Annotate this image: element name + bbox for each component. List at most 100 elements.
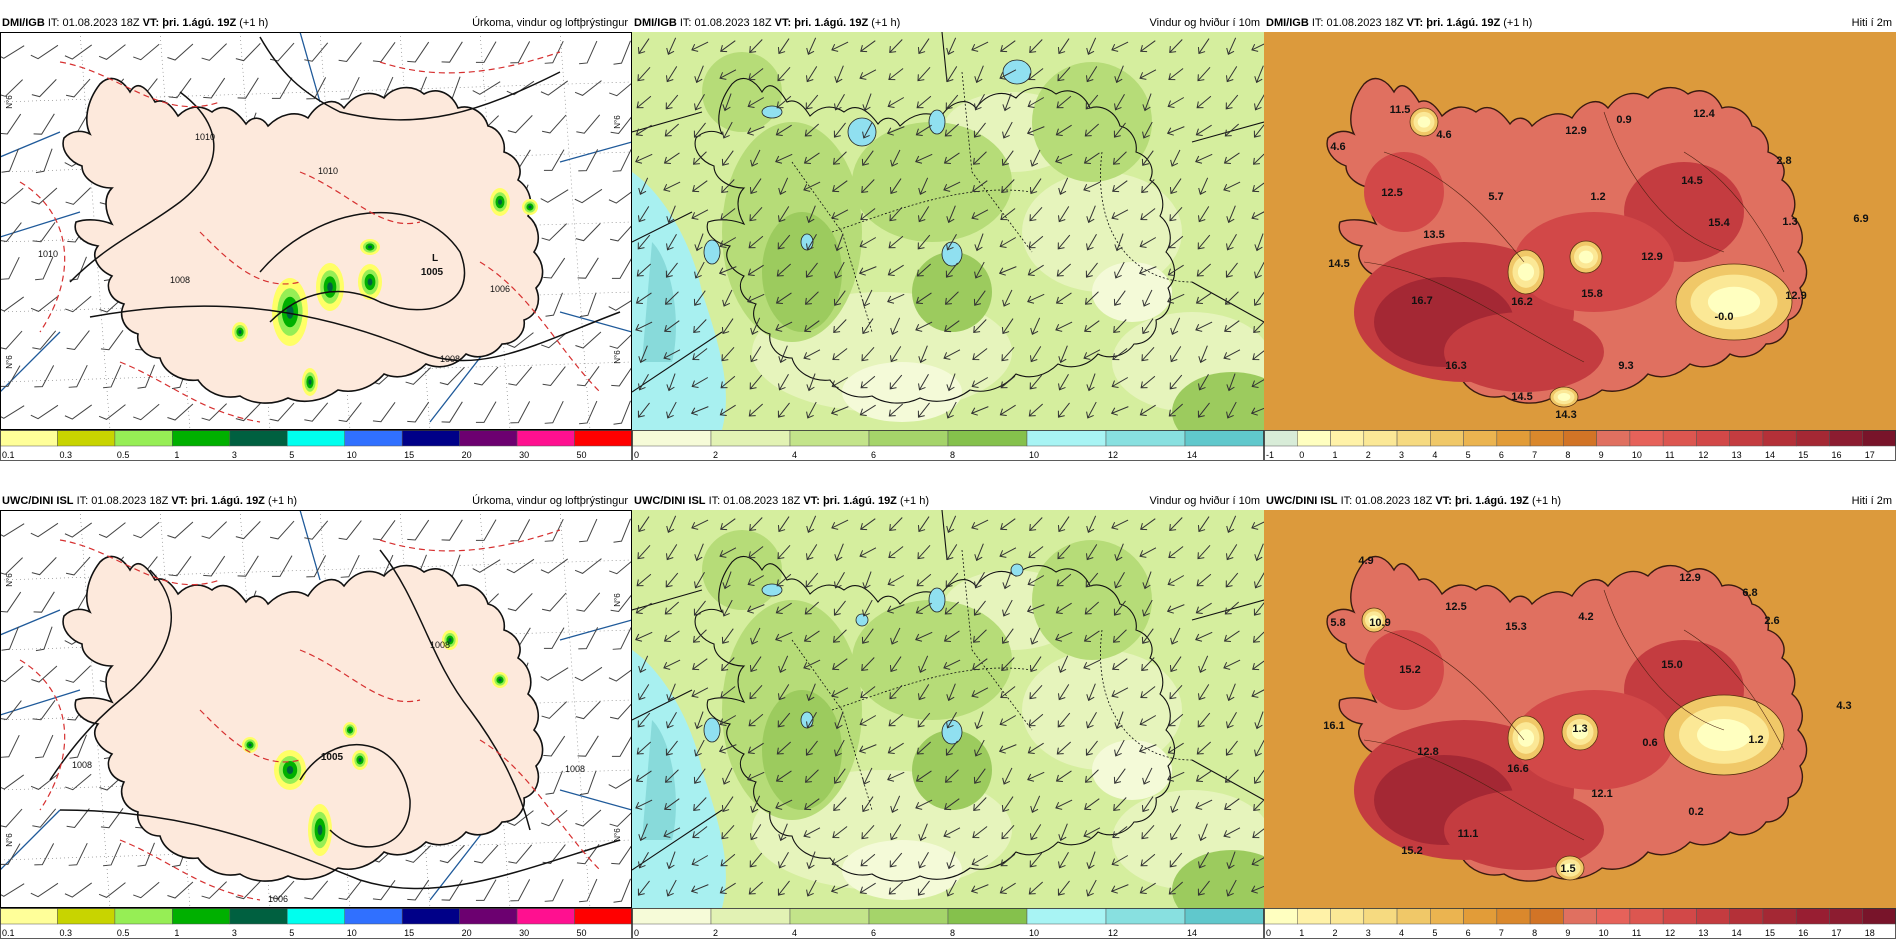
colorbar-swatch	[1629, 908, 1664, 925]
map-area[interactable]: 11.5 4.6 4.6 12.9 0.9 12.4 2.8 12.5 5.7 1.2 14.5 15…	[1264, 32, 1896, 448]
precip-area	[317, 824, 323, 836]
colorbar-swatch	[1463, 908, 1498, 925]
precip-area	[348, 728, 352, 732]
panel-temperature-dmi: DMI/IGB IT: 01.08.2023 18Z VT: þri. 1.ág…	[1264, 14, 1896, 469]
colorbar-label: 30	[519, 450, 529, 460]
colorbar-label: 16	[1831, 450, 1841, 460]
colorbar-frame	[632, 430, 1264, 461]
colorbar: 0 2 4 6 8 10 12 14	[632, 430, 1264, 468]
colorbar-swatch	[287, 908, 345, 925]
colorbar-label: 15	[1798, 450, 1808, 460]
valid-time-label: VT:	[803, 495, 823, 507]
isotherm-dashed	[299, 171, 421, 225]
temperature-label: 14.3	[1555, 409, 1576, 421]
lake	[703, 717, 721, 743]
isotherm-dashed	[479, 261, 601, 393]
temperature-label: 5.8	[1330, 617, 1345, 629]
temperature-label: 12.9	[1785, 290, 1806, 302]
colorbar-swatch	[114, 908, 173, 925]
colorbar-label: 11	[1632, 928, 1641, 938]
temperature-label: 1.2	[1748, 734, 1763, 746]
colorbar-label: 14	[1187, 450, 1197, 460]
colorbar-label: 0.5	[117, 928, 130, 938]
map-label: N°6	[613, 350, 622, 364]
colorbar-frame	[1264, 908, 1896, 939]
temperature-label: 16.3	[1445, 360, 1466, 372]
isotherm-dashed	[379, 51, 561, 74]
colorbar-swatch	[868, 908, 949, 925]
colorbar-label: 15	[1765, 928, 1775, 938]
temperature-label: 0.6	[1642, 737, 1657, 749]
colorbar-swatch	[1862, 430, 1896, 447]
panel-title: Vindur og hviður í 10m	[1149, 17, 1260, 29]
colorbar-frame	[0, 430, 632, 461]
warm-area	[1444, 790, 1604, 870]
map-label: 1005	[421, 267, 444, 278]
wind-speed-area	[852, 600, 1012, 720]
map-frame	[0, 510, 632, 908]
temperature-label: 10.9	[1369, 617, 1390, 629]
wind-speed-area	[1092, 740, 1172, 800]
temperature-label: 14.5	[1511, 391, 1532, 403]
temperature-label: 0.9	[1616, 114, 1631, 126]
lake	[761, 583, 783, 597]
colorbar-swatch	[1829, 430, 1863, 447]
init-time: 01.08.2023 18Z	[62, 17, 140, 29]
map-canvas	[632, 32, 1264, 430]
isotherm-dashed	[299, 649, 421, 703]
precip-area	[286, 305, 294, 319]
colorbar-swatch	[1105, 908, 1186, 925]
colorbar-label: 0.1	[2, 450, 15, 460]
temperature-label: 6.9	[1853, 213, 1868, 225]
model-name: DMI/IGB	[634, 17, 677, 29]
panel-run-info: DMI/IGB IT: 01.08.2023 18Z VT: þri. 1.ág…	[2, 14, 268, 32]
colorbar-label: 5	[1466, 450, 1471, 460]
wind-speed-area	[762, 212, 842, 332]
init-time: 01.08.2023 18Z	[91, 495, 169, 507]
colorbar-swatch	[1430, 908, 1464, 925]
temperature-label: -0.0	[1715, 311, 1734, 323]
colorbar-label: 15	[404, 450, 414, 460]
map-area[interactable]	[632, 510, 1264, 926]
temperature-label: 16.2	[1511, 296, 1532, 308]
temperature-label: 15.2	[1399, 664, 1420, 676]
precip-area	[286, 766, 294, 774]
colorbar-swatch	[632, 430, 712, 447]
wind-speed-area	[702, 530, 782, 610]
map-area[interactable]: L 1005 1010 1008 1010 1008 1006 1010 N°6 N°6 N°6 N°…	[0, 32, 632, 448]
region-boundary	[791, 71, 1193, 333]
glacier-cold-area	[1578, 250, 1594, 264]
colorbar-swatch	[1264, 430, 1298, 447]
map-label: 1010	[195, 132, 215, 142]
colorbar-label: 20	[462, 450, 472, 460]
grid-line	[79, 32, 111, 430]
colorbar-label: 3	[232, 450, 237, 460]
colorbar-swatch	[1563, 430, 1597, 447]
panel-run-info: UWC/DINI ISL IT: 01.08.2023 18Z VT: þri.…	[634, 492, 929, 510]
glacier-cold-area	[1368, 615, 1380, 625]
isotherm-dashed	[119, 361, 261, 423]
colorbar-swatch	[1629, 430, 1664, 447]
map-label: N°6	[5, 95, 14, 109]
colorbar-label: 50	[577, 450, 587, 460]
wind-speed-area	[852, 122, 1012, 242]
init-time: 01.08.2023 18Z	[723, 495, 801, 507]
colorbar-swatch	[1363, 908, 1398, 925]
panel-run-info: UWC/DINI ISL IT: 01.08.2023 18Z VT: þri.…	[1266, 492, 1561, 510]
valid-time-label: VT:	[1435, 495, 1455, 507]
colorbar-label: 1	[174, 928, 179, 938]
map-area[interactable]: 1005 1008 1008 1006 1008 N°6 N°6 N°6 N°6	[0, 510, 632, 926]
valid-time: þri. 1.ágú. 19Z	[794, 17, 869, 29]
lead-time: (+1 h)	[899, 495, 930, 507]
init-time-label: IT:	[708, 495, 724, 507]
colorbar-swatch	[1363, 430, 1398, 447]
isobar	[299, 743, 411, 848]
panel-header: DMI/IGB IT: 01.08.2023 18Z VT: þri. 1.ág…	[0, 14, 632, 32]
panel-run-info: DMI/IGB IT: 01.08.2023 18Z VT: þri. 1.ág…	[634, 14, 900, 32]
valid-time-label: VT:	[142, 17, 163, 29]
temperature-label: 1.5	[1560, 863, 1575, 875]
map-area[interactable]: 4.9 12.9 6.8 5.8 10.9 12.5 15.3 4.2 2.6 15.2 15.0 4…	[1264, 510, 1896, 926]
temperature-label: 14.5	[1328, 258, 1349, 270]
map-area[interactable]	[632, 32, 1264, 448]
colorbar-label: 9	[1565, 928, 1570, 938]
